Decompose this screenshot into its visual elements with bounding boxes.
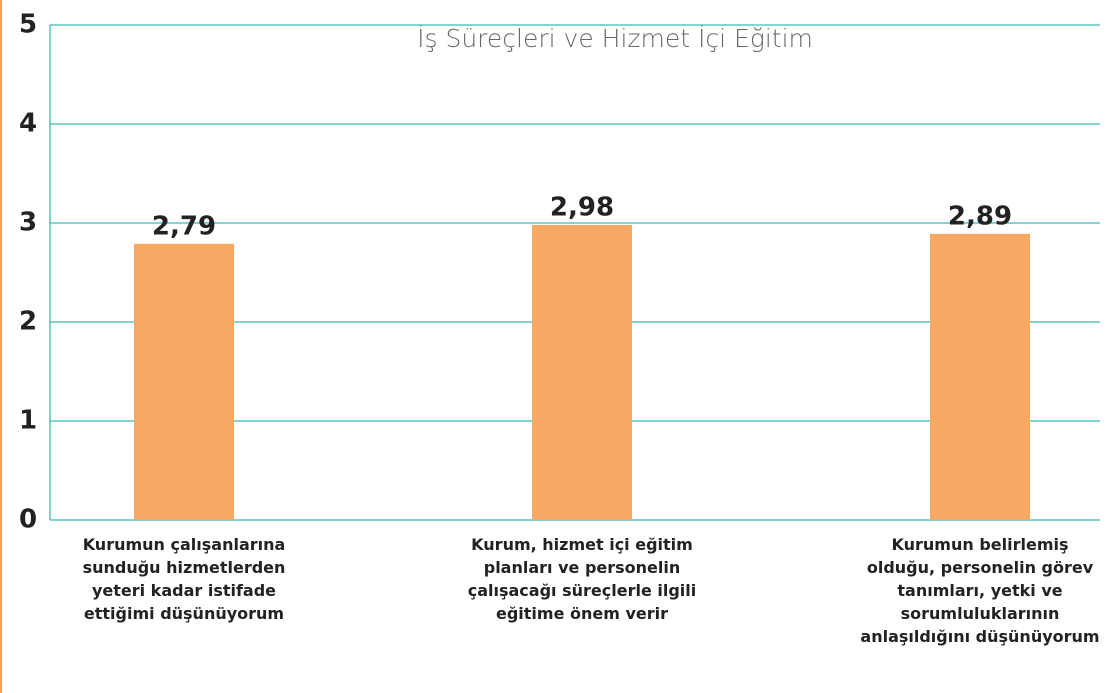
y-tick-label: 3 [19, 208, 37, 238]
y-tick-label: 4 [19, 109, 37, 139]
y-tick-label: 0 [19, 505, 37, 535]
x-tick-label: Kurumun belirlemiş olduğu, personelin gö… [860, 535, 1100, 646]
y-tick-label: 2 [19, 307, 37, 337]
x-tick-label: Kurum, hizmet içi eğitim planları ve per… [467, 535, 697, 623]
value-label: 2,98 [550, 192, 614, 222]
value-label: 2,89 [948, 201, 1012, 231]
y-tick-label: 5 [19, 10, 37, 40]
bar [532, 224, 632, 521]
x-tick-label: Kurumun çalışanlarına sunduğu hizmetlerd… [82, 535, 286, 623]
value-label: 2,79 [152, 211, 216, 241]
bar [930, 233, 1030, 520]
y-tick-label: 1 [19, 406, 37, 436]
chart-title: İş Süreçleri ve Hizmet İçi Eğitim [417, 24, 813, 53]
bar [134, 243, 234, 521]
